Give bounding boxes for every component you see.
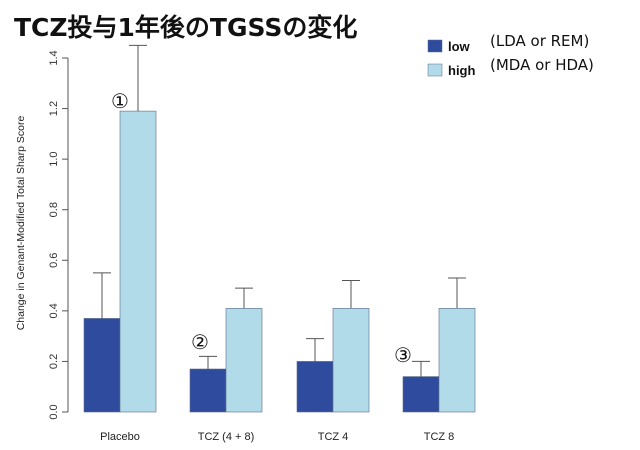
legend-note-high: (MDA or HDA) (490, 56, 594, 74)
y-tick-label: 0.2 (48, 354, 60, 369)
axes: 0.0 0.2 0.4 0.6 0.8 1.0 1.2 1.4 Change in Genant… (15, 50, 69, 420)
legend-label-low: low (448, 39, 471, 54)
y-tick-label: 1.4 (48, 50, 60, 65)
x-tick-label: Placebo (100, 431, 140, 443)
bar-high (332, 308, 370, 413)
y-tick-label: 0.6 (48, 253, 60, 268)
bar-low (402, 376, 440, 413)
annotations: ① ② ③ (111, 89, 412, 367)
chart-title: TCZ投与1年後のTGSSの変化 (14, 13, 358, 42)
bar-low (189, 368, 227, 413)
bar-low (83, 318, 121, 413)
x-tick-label: TCZ 4 (318, 431, 349, 443)
x-tick-label: TCZ (4 + 8) (198, 431, 255, 443)
y-tick-label: 1.0 (48, 151, 60, 166)
annotation-marker: ② (191, 330, 209, 354)
bar-high (225, 308, 263, 413)
bar-high (438, 308, 476, 413)
legend-swatch-low (427, 39, 443, 53)
bars (83, 110, 476, 413)
x-tick-label: TCZ 8 (424, 431, 455, 443)
bar-low (296, 361, 334, 413)
bar-high (119, 110, 157, 413)
legend-note-low: (LDA or REM) (490, 32, 589, 50)
y-tick-label: 1.2 (48, 101, 60, 116)
error-bars (93, 44, 466, 377)
y-axis-label: Change in Genant-Modified Total Sharp Sc… (15, 116, 27, 331)
legend: low (LDA or REM) high (MDA or HDA) (427, 32, 594, 78)
legend-swatch-high (427, 63, 443, 77)
annotation-marker: ① (111, 89, 129, 113)
legend-label-high: high (448, 63, 475, 78)
y-tick-label: 0.8 (48, 202, 60, 217)
y-tick-label: 0.0 (48, 404, 60, 419)
category-labels: Placebo TCZ (4 + 8) TCZ 4 TCZ 8 (100, 431, 454, 443)
y-tick-label: 0.4 (48, 303, 60, 318)
annotation-marker: ③ (394, 343, 412, 367)
